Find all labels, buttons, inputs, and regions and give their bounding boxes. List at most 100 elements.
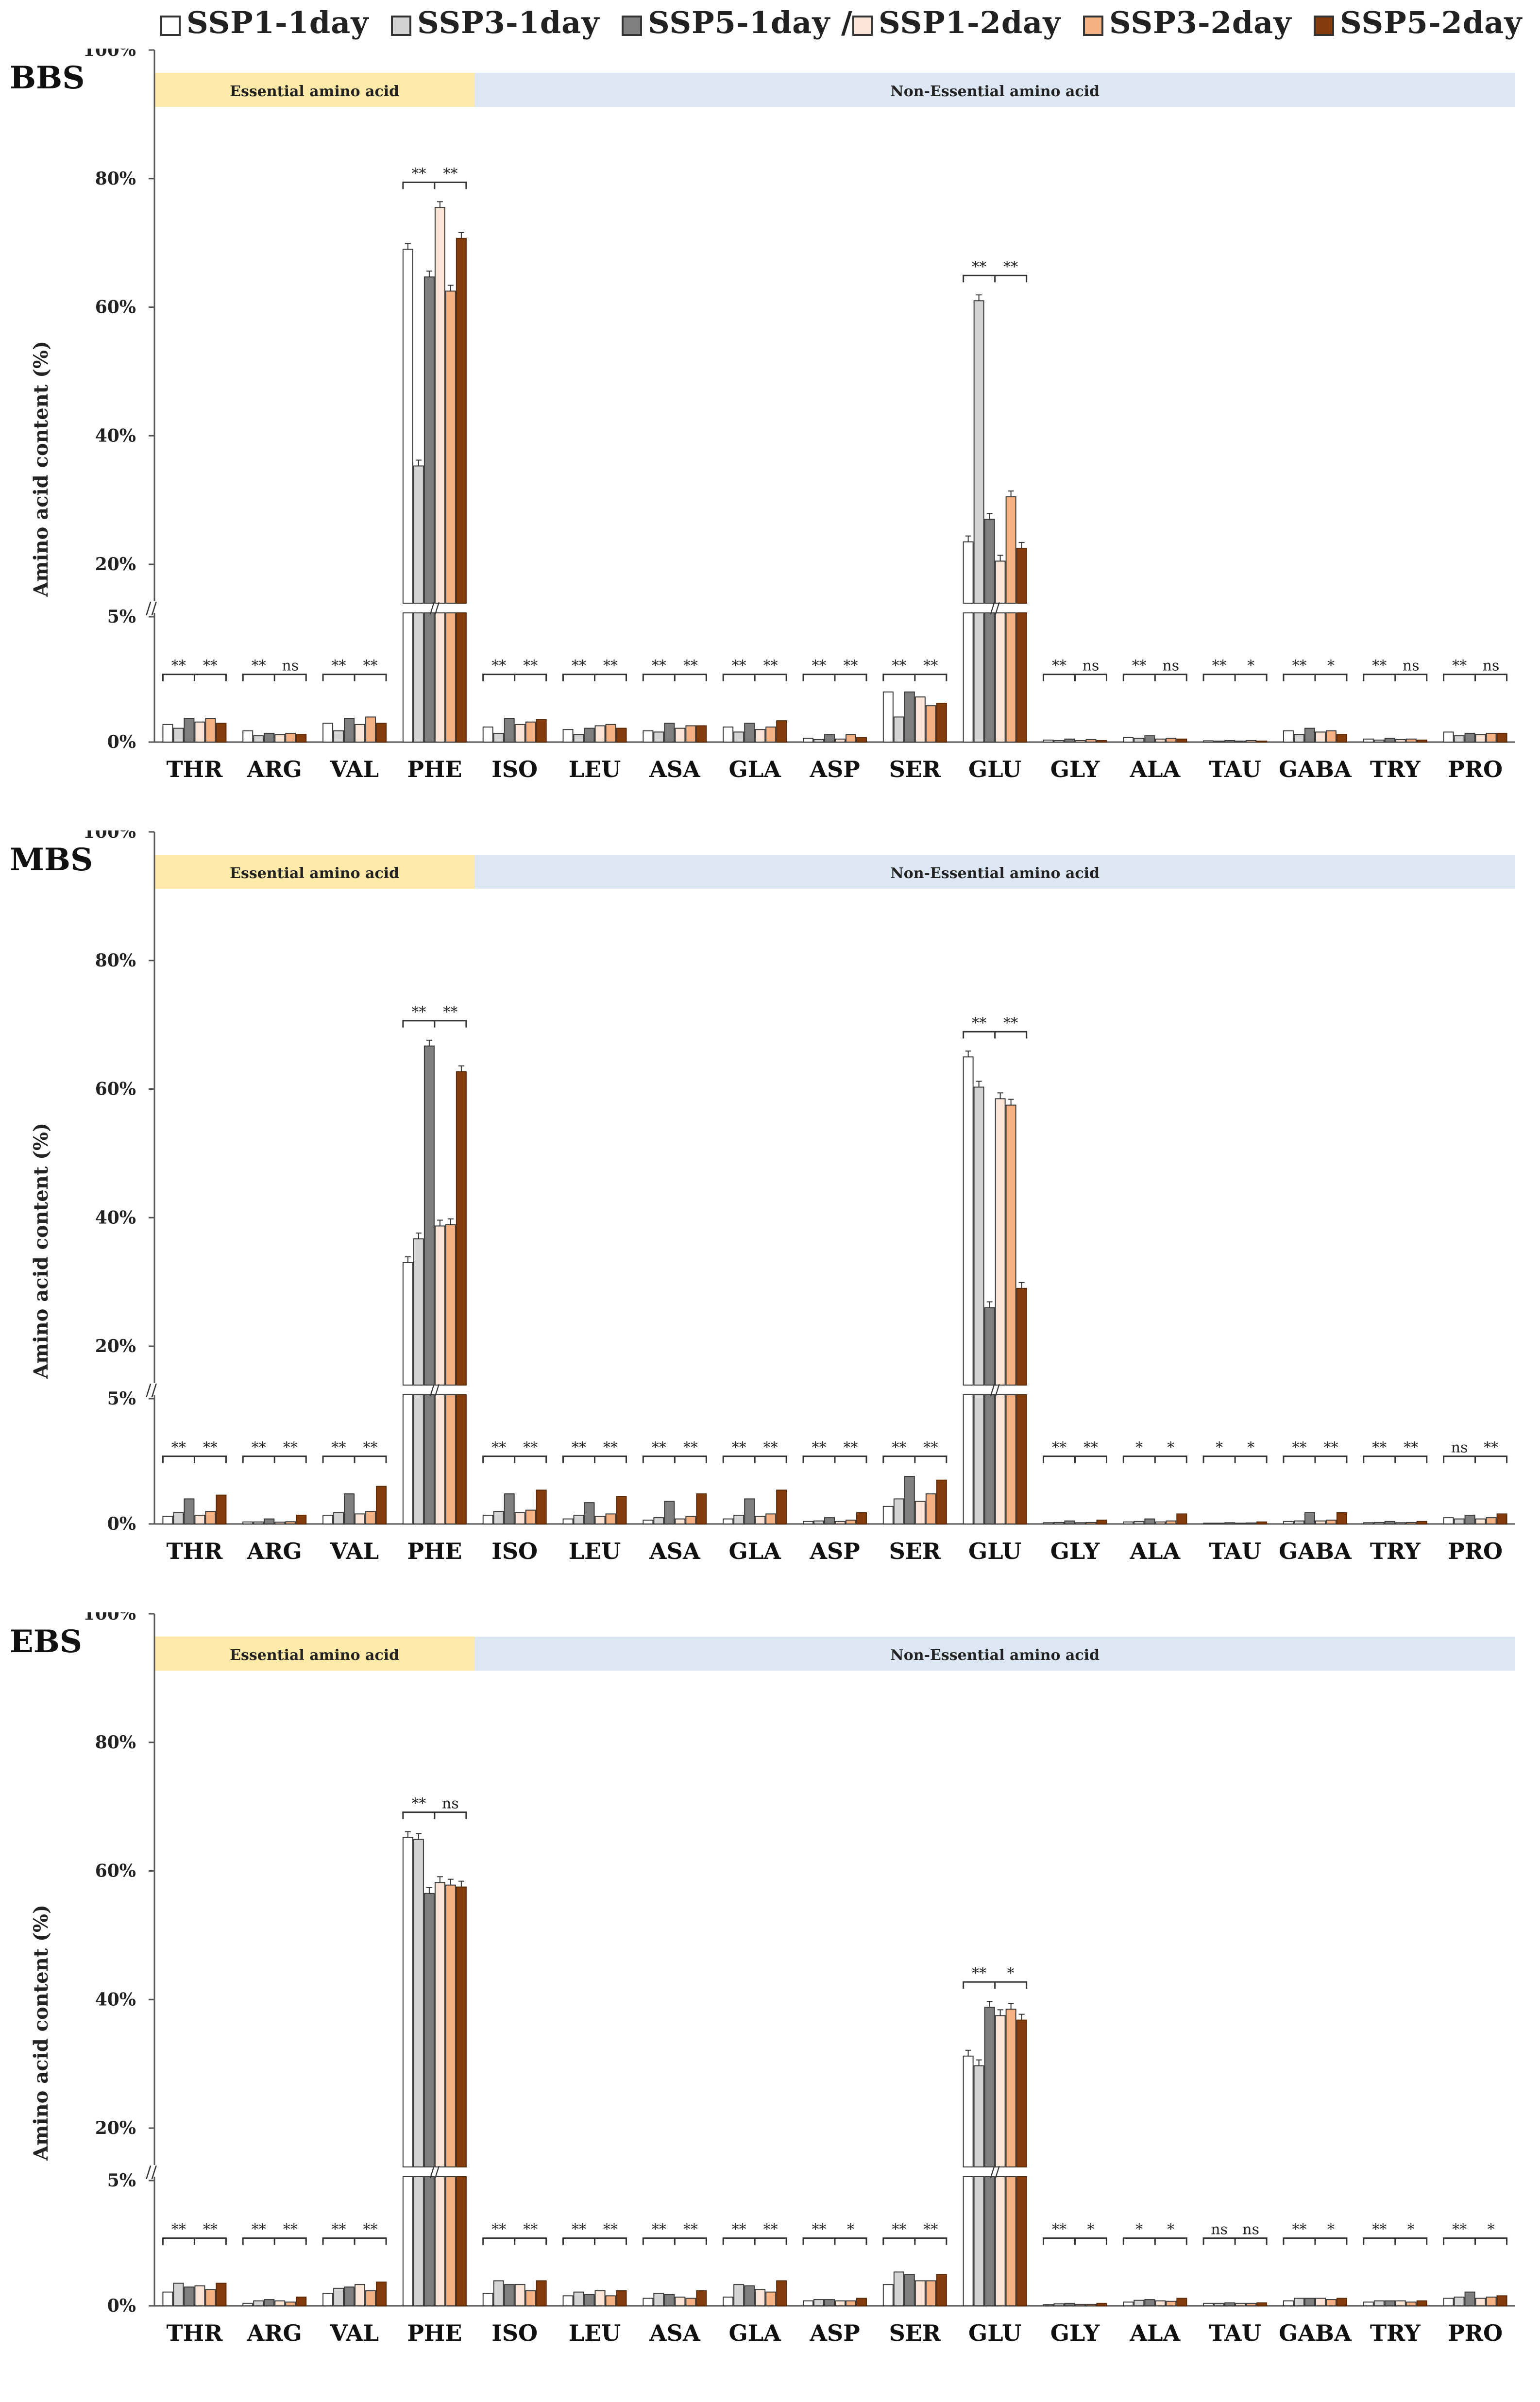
significance-label: ns	[1211, 2221, 1228, 2238]
y-tick-label: 80%	[95, 950, 136, 971]
y-tick-label: 40%	[95, 1989, 136, 2010]
bar	[1416, 2300, 1427, 2307]
bar-break-mark: //	[990, 1382, 1000, 1399]
bar	[936, 1479, 947, 1524]
bar	[643, 1520, 654, 1525]
bar	[434, 1882, 445, 2167]
bar	[1293, 1520, 1304, 1524]
significance-label: **	[1292, 658, 1306, 675]
bar	[184, 717, 195, 743]
essential-band	[154, 73, 475, 107]
bar	[1293, 734, 1304, 743]
legend-swatch	[852, 16, 873, 36]
x-tick-label: ASP	[809, 2320, 860, 2346]
bar	[765, 1513, 777, 1524]
x-tick-label: TRY	[1370, 1538, 1421, 1564]
bar	[1075, 740, 1086, 743]
significance-label: ns	[1403, 658, 1420, 675]
bar	[216, 1494, 227, 1525]
bar	[882, 1505, 894, 1525]
bar	[1395, 1522, 1406, 1525]
bar	[376, 2281, 387, 2306]
essential-band-label: Essential amino acid	[230, 1647, 399, 1664]
significance-label: **	[763, 2221, 778, 2238]
significance-bracket	[1363, 674, 1428, 681]
legend-swatch	[391, 16, 411, 36]
bar	[264, 732, 275, 743]
bar	[696, 725, 707, 743]
bar	[685, 1516, 696, 1525]
bar	[1005, 496, 1016, 604]
significance-label: **	[572, 658, 586, 675]
bar	[1075, 2303, 1086, 2307]
significance-bracket	[562, 2237, 627, 2245]
x-tick-label: GLA	[729, 756, 782, 782]
bar	[696, 2290, 707, 2307]
bar	[1464, 1514, 1475, 1524]
bar	[1005, 612, 1016, 743]
bar	[925, 1493, 936, 1524]
significance-label: *	[1247, 1439, 1254, 1456]
bar	[504, 717, 515, 743]
significance-label: **	[1052, 1439, 1066, 1456]
bar	[846, 1520, 856, 1525]
bar	[514, 724, 525, 743]
bar	[755, 1516, 766, 1525]
significance-bracket	[642, 1455, 707, 1463]
bar	[1325, 2299, 1337, 2306]
significance-label: **	[411, 1004, 426, 1021]
bar	[1336, 734, 1347, 743]
bar	[1123, 1521, 1134, 1524]
significance-label: **	[283, 1439, 298, 1456]
bar	[296, 1514, 307, 1524]
x-tick-label: GABA	[1279, 756, 1352, 782]
bar	[423, 1394, 435, 1524]
panel-title: EBS	[10, 1624, 82, 1660]
legend-label: SSP5-1day /	[648, 5, 853, 40]
significance-label: **	[572, 2221, 586, 2238]
significance-label: **	[491, 658, 506, 675]
x-tick-label: ISO	[491, 1538, 538, 1564]
significance-label: **	[523, 2221, 538, 2238]
significance-label: *	[1327, 658, 1335, 675]
bar	[194, 2285, 205, 2306]
significance-label: **	[652, 658, 666, 675]
bar	[1123, 737, 1134, 743]
bar	[1166, 1520, 1177, 1524]
significance-bracket	[242, 1455, 307, 1463]
significance-label: **	[1484, 1439, 1498, 1456]
bar	[824, 2299, 835, 2306]
significance-label: **	[363, 2221, 378, 2238]
x-tick-label: ASP	[809, 756, 860, 782]
y-tick-label: 80%	[95, 1732, 136, 1753]
legend-label: SSP1-2day	[879, 5, 1061, 40]
bar	[1224, 2302, 1235, 2306]
bar	[413, 612, 424, 743]
significance-label: **	[1372, 658, 1387, 675]
x-tick-label: THR	[166, 2320, 223, 2346]
bar	[846, 734, 856, 743]
significance-label: **	[603, 658, 618, 675]
y-tick-label: 5%	[107, 1388, 136, 1409]
bar	[963, 612, 974, 743]
bar	[893, 2271, 904, 2306]
bar	[1043, 1522, 1054, 1525]
bar	[365, 2290, 376, 2307]
significance-bracket	[802, 1455, 867, 1463]
bar	[253, 1521, 264, 1524]
x-tick-label: GLU	[968, 2320, 1021, 2346]
bar	[1005, 2176, 1016, 2306]
bar	[914, 2280, 926, 2307]
significance-label: **	[732, 658, 746, 675]
bar	[984, 1307, 995, 1386]
bar	[205, 1511, 216, 1524]
bar	[242, 2302, 254, 2306]
bar	[1256, 1521, 1268, 1524]
bar	[594, 2290, 606, 2307]
bar	[936, 2274, 947, 2306]
axis-break-mark: //	[146, 2163, 157, 2182]
bar	[1235, 740, 1246, 743]
bar	[616, 2290, 627, 2307]
bar	[413, 1394, 424, 1524]
significance-label: **	[844, 658, 858, 675]
